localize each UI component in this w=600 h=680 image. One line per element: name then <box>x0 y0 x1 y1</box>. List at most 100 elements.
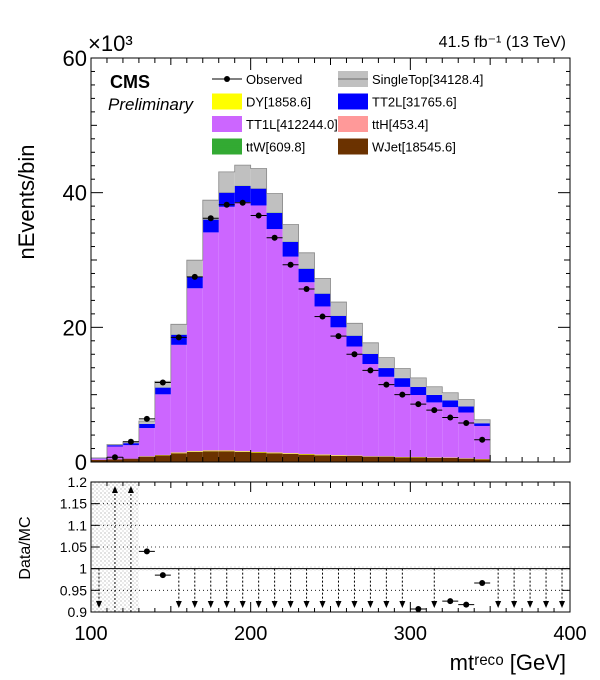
observed-point-bin-110 <box>111 454 118 461</box>
ratio-down-arrowhead-175 <box>207 601 214 608</box>
y-tick-label-60: 60 <box>63 46 87 71</box>
bar-singletop-bin-290 <box>394 368 411 378</box>
ratio-y-axis-label: Data/MC <box>17 516 34 579</box>
observed-point-bin-250 <box>335 333 342 340</box>
y-exponent-label: ×10³ <box>88 31 133 56</box>
bar-tt1l-bin-110 <box>106 446 123 460</box>
observed-point-bin-270 <box>367 367 374 374</box>
bar-wjet-bin-220 <box>282 453 299 462</box>
ratio-y-tick-label-0.95: 0.95 <box>60 582 87 598</box>
bar-tt2l-bin-280 <box>378 368 395 377</box>
bar-tt1l-bin-150 <box>170 344 187 453</box>
ratio-down-arrowhead-375 <box>527 601 534 608</box>
ratio-y-tick-label-0.9: 0.9 <box>68 604 88 620</box>
ratio-down-arrowhead-295 <box>399 601 406 608</box>
observed-point-bin-200 <box>255 212 262 219</box>
bar-singletop-bin-200 <box>250 168 267 189</box>
bar-dy-bin-250 <box>330 455 347 456</box>
bar-singletop-bin-280 <box>378 357 395 368</box>
stacked-bars <box>91 164 570 462</box>
bar-tt1l-bin-130 <box>138 427 155 457</box>
bar-tt1l-bin-170 <box>202 232 219 451</box>
bar-tt1l-bin-270 <box>362 364 379 457</box>
bar-singletop-bin-220 <box>282 224 299 242</box>
ratio-axis-ticks: 0.9 0.95 1 1.05 1.1 1.15 1.2 <box>60 474 571 620</box>
legend: Observed DY[1858.6] TT1L[412244.0] ttW[609.… <box>212 71 483 155</box>
bar-singletop-bin-340 <box>474 419 491 424</box>
bar-wjet-bin-150 <box>170 453 187 462</box>
bar-tt1l-bin-300 <box>410 395 427 457</box>
ratio-point-345 <box>479 579 486 586</box>
ratio-point-325 <box>447 598 454 605</box>
bar-wjet-bin-290 <box>394 457 411 462</box>
observed-point-bin-230 <box>303 285 310 292</box>
x-tick-label-400: 400 <box>553 623 586 645</box>
bar-dy-bin-170 <box>202 450 219 452</box>
observed-point-bin-330 <box>463 419 470 426</box>
ratio-y-tick-label-1.15: 1.15 <box>60 496 87 512</box>
stack-outline <box>91 164 570 462</box>
bar-tt1l-bin-250 <box>330 327 347 456</box>
bar-tt2l-bin-110 <box>106 445 123 447</box>
bar-tt2l-bin-170 <box>202 219 219 233</box>
bar-tt1l-bin-290 <box>394 386 411 457</box>
bar-wjet-bin-100 <box>91 459 107 462</box>
bar-wjet-bin-200 <box>250 452 267 462</box>
bar-tt1l-bin-280 <box>378 376 395 457</box>
bar-tt2l-bin-260 <box>346 335 363 347</box>
experiment-label: CMS <box>110 72 150 92</box>
ratio-down-arrowhead-155 <box>175 601 182 608</box>
bar-singletop-bin-260 <box>346 323 363 336</box>
ratio-down-arrowhead-195 <box>239 601 246 608</box>
observed-point-bin-170 <box>207 215 214 222</box>
bar-tt2l-bin-300 <box>410 386 427 396</box>
observed-point-bin-180 <box>223 201 230 208</box>
observed-point-bin-280 <box>383 381 390 388</box>
bar-tt2l-bin-190 <box>234 185 251 203</box>
ratio-y-tick-label-1.2: 1.2 <box>68 474 88 490</box>
bar-tt2l-bin-250 <box>330 315 347 328</box>
bar-tt2l-bin-180 <box>218 192 235 207</box>
ratio-point-305 <box>415 605 422 612</box>
bar-tt1l-bin-240 <box>314 306 331 455</box>
observed-point-bin-120 <box>127 438 134 445</box>
ratio-point-145 <box>159 572 166 579</box>
bar-wjet-bin-160 <box>186 451 203 462</box>
observed-point-bin-130 <box>143 415 150 422</box>
ratio-down-arrowhead-205 <box>255 601 262 608</box>
y-tick-label-40: 40 <box>63 181 87 206</box>
bar-wjet-bin-170 <box>202 451 219 462</box>
bar-tt2l-bin-140 <box>154 387 171 395</box>
bar-singletop-bin-170 <box>202 200 219 220</box>
bar-wjet-bin-130 <box>138 456 155 462</box>
bar-wjet-bin-340 <box>474 459 491 462</box>
bar-tt1l-bin-210 <box>266 229 283 453</box>
luminosity-label: 41.5 fb⁻¹ (13 TeV) <box>439 34 566 51</box>
bar-tt1l-bin-140 <box>154 394 171 455</box>
bar-dy-bin-210 <box>266 452 283 454</box>
legend-label-observed: Observed <box>246 72 302 87</box>
bar-wjet-bin-250 <box>330 455 347 462</box>
ratio-down-arrowhead-105 <box>95 601 102 608</box>
bar-wjet-bin-260 <box>346 455 363 462</box>
bar-tt1l-bin-100 <box>91 458 107 460</box>
y-axis-label: nEvents/bin <box>14 145 39 260</box>
legend-label-wjet: WJet[18545.6] <box>372 140 456 155</box>
bar-tt1l-bin-310 <box>426 402 443 458</box>
bar-singletop-bin-330 <box>458 399 475 407</box>
bar-tt2l-bin-340 <box>474 423 491 426</box>
bar-tt1l-bin-120 <box>122 445 139 459</box>
ratio-up-arrowhead-115 <box>111 486 118 493</box>
observed-point-bin-140 <box>159 379 166 386</box>
ratio-down-arrowhead-185 <box>223 601 230 608</box>
main-axis-ticks: 0 20 40 60 <box>63 46 571 475</box>
ratio-down-arrowhead-385 <box>543 601 550 608</box>
main-panel: 0 20 40 60 CMS Preliminary Observed DY[1858.… <box>63 46 571 475</box>
bar-dy-bin-200 <box>250 451 267 453</box>
x-tick-label-300: 300 <box>394 623 427 645</box>
ratio-down-arrowhead-395 <box>559 601 566 608</box>
ratio-down-arrowhead-235 <box>303 601 310 608</box>
x-tick-label-100: 100 <box>74 623 107 645</box>
bar-singletop-bin-150 <box>170 324 187 335</box>
